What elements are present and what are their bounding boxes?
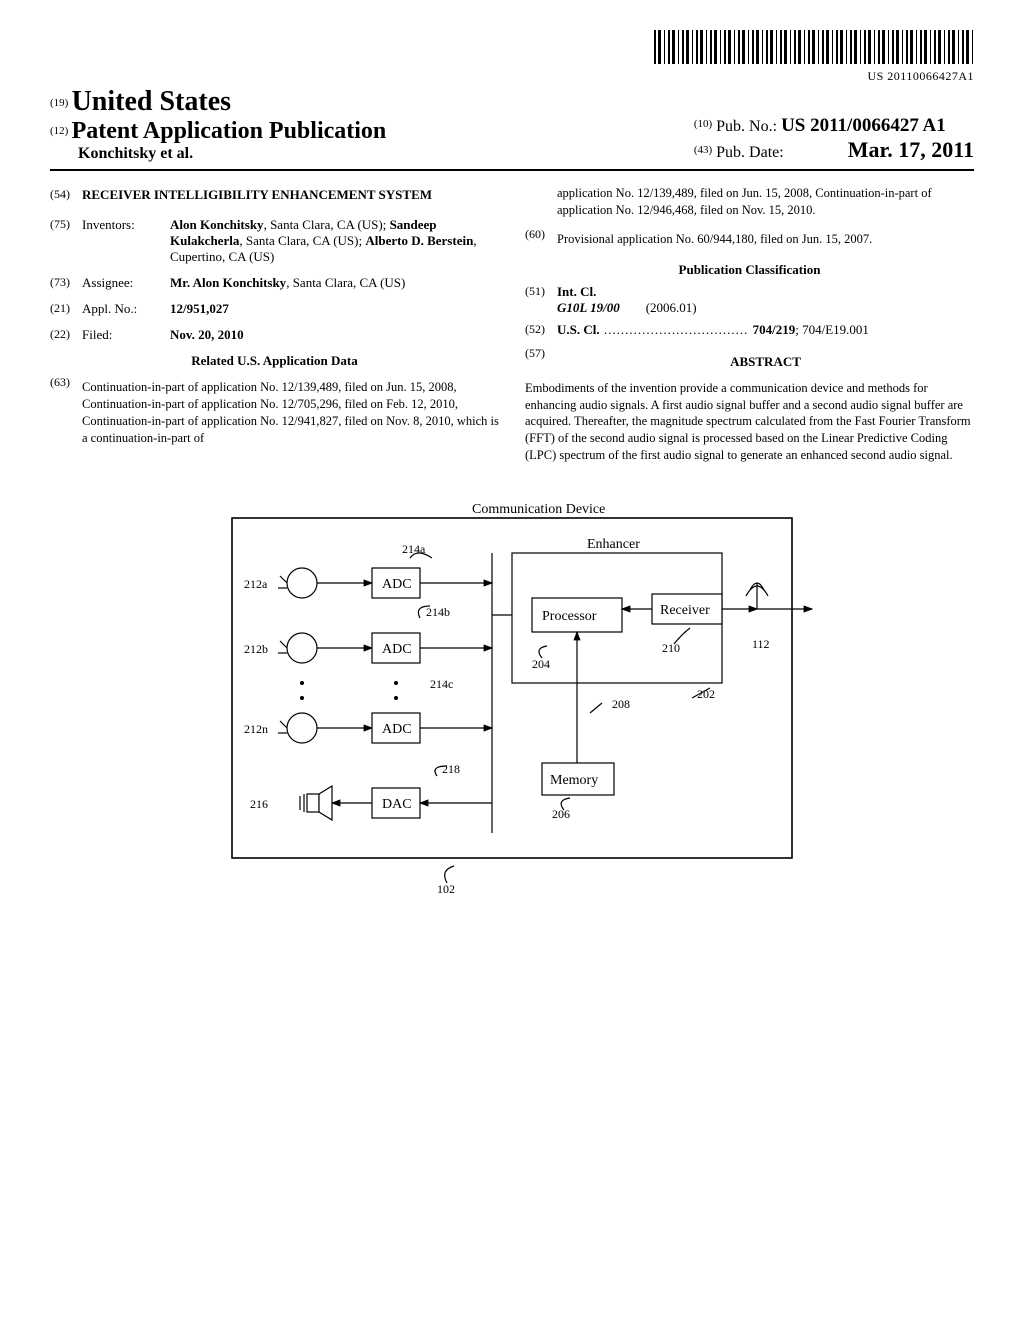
body-columns: (54) RECEIVER INTELLIGIBILITY ENHANCEMEN… <box>50 181 974 468</box>
intcl-label: Int. Cl. <box>557 284 596 299</box>
provisional-text: Provisional application No. 60/944,180, … <box>557 231 974 248</box>
intcl-code: G10L 19/00 <box>557 300 620 315</box>
barcode-number: US 20110066427A1 <box>867 69 974 83</box>
pub-class-title: Publication Classification <box>525 262 974 278</box>
ant-ref: 112 <box>752 637 770 651</box>
tag-12: (12) <box>50 125 68 137</box>
intcl-tag: (51) <box>525 284 557 316</box>
document-header: (19) United States (12) Patent Applicati… <box>50 86 974 163</box>
mic-ref-b: 212b <box>244 642 268 656</box>
device-title: Communication Device <box>472 502 605 517</box>
abstract-title: ABSTRACT <box>557 354 974 370</box>
mic-icon-n <box>287 713 317 743</box>
proc-ref: 204 <box>532 657 550 671</box>
right-column: application No. 12/139,489, filed on Jun… <box>525 181 974 468</box>
mic-ref-a: 212a <box>244 577 268 591</box>
inventors-tag: (75) <box>50 217 82 265</box>
abstract-text: Embodiments of the invention provide a c… <box>525 380 974 464</box>
rx-ref: 210 <box>662 641 680 655</box>
adc-ref-c: 214c <box>430 677 453 691</box>
intcl-date: (2006.01) <box>646 300 697 315</box>
assignee-tag: (73) <box>50 275 82 291</box>
mic-icon-b <box>287 633 317 663</box>
dac-label: DAC <box>382 797 412 812</box>
speaker-icon <box>307 794 319 812</box>
tag-19: (19) <box>50 97 68 109</box>
filed-label: Filed: <box>82 327 170 343</box>
adc-n-label: ADC <box>382 722 412 737</box>
mem-ref: 206 <box>552 807 570 821</box>
mic-icon <box>287 568 317 598</box>
barcode-graphic <box>654 30 974 64</box>
prov-tag: (60) <box>525 227 557 252</box>
dev-ref: 102 <box>437 882 455 896</box>
adc-ref-b: 214b <box>426 605 450 619</box>
uscl-line: U.S. Cl. ...............................… <box>557 322 974 338</box>
applno-value: 12/951,027 <box>170 301 499 317</box>
pubno-label: Pub. No.: <box>716 118 777 135</box>
inventors-label: Inventors: <box>82 217 170 265</box>
intcl-block: Int. Cl. G10L 19/00 (2006.01) <box>557 284 974 316</box>
uscl-dots: .................................. <box>600 322 753 337</box>
uscl-tag: (52) <box>525 322 557 338</box>
publication-type: Patent Application Publication <box>72 118 387 144</box>
tag-10: (10) <box>694 118 712 130</box>
dac-ref: 218 <box>442 762 460 776</box>
header-rule <box>50 169 974 171</box>
receiver-label: Receiver <box>660 603 710 618</box>
publication-date: Mar. 17, 2011 <box>848 137 974 162</box>
spk-ref: 216 <box>250 797 268 811</box>
left-column: (54) RECEIVER INTELLIGIBILITY ENHANCEMEN… <box>50 181 499 468</box>
adc-b-label: ADC <box>382 642 412 657</box>
figure-diagram: Communication Device 212a ADC 214a 212b … <box>192 498 832 922</box>
invention-title: RECEIVER INTELLIGIBILITY ENHANCEMENT SYS… <box>82 187 499 203</box>
title-tag: (54) <box>50 187 82 203</box>
inventors-value: Alon Konchitsky, Santa Clara, CA (US); S… <box>170 217 499 265</box>
publication-number: US 2011/0066427 A1 <box>781 115 946 136</box>
pubdate-label: Pub. Date: <box>716 144 784 161</box>
abstract-tag: (57) <box>525 346 557 374</box>
adc-a-label: ADC <box>382 577 412 592</box>
mic-ref-n: 212n <box>244 722 268 736</box>
enhancer-label: Enhancer <box>587 537 640 552</box>
processor-label: Processor <box>542 609 597 624</box>
cont-tag: (63) <box>50 375 82 451</box>
barcode-region: US 20110066427A1 <box>50 30 974 84</box>
assignee-label: Assignee: <box>82 275 170 291</box>
bus-ref: 208 <box>612 697 630 711</box>
filed-tag: (22) <box>50 327 82 343</box>
applno-tag: (21) <box>50 301 82 317</box>
uscl-label: U.S. Cl. <box>557 322 600 337</box>
authors-line: Konchitsky et al. <box>78 145 193 162</box>
continuation-text-2: application No. 12/139,489, filed on Jun… <box>557 185 974 219</box>
uscl-value: 704/219 <box>753 322 796 337</box>
related-app-title: Related U.S. Application Data <box>50 353 499 369</box>
tag-43: (43) <box>694 144 712 156</box>
filed-value: Nov. 20, 2010 <box>170 327 499 343</box>
assignee-value: Mr. Alon Konchitsky, Santa Clara, CA (US… <box>170 275 499 291</box>
memory-label: Memory <box>550 773 598 788</box>
country: United States <box>72 86 231 117</box>
continuation-text: Continuation-in-part of application No. … <box>82 379 499 447</box>
applno-label: Appl. No.: <box>82 301 170 317</box>
